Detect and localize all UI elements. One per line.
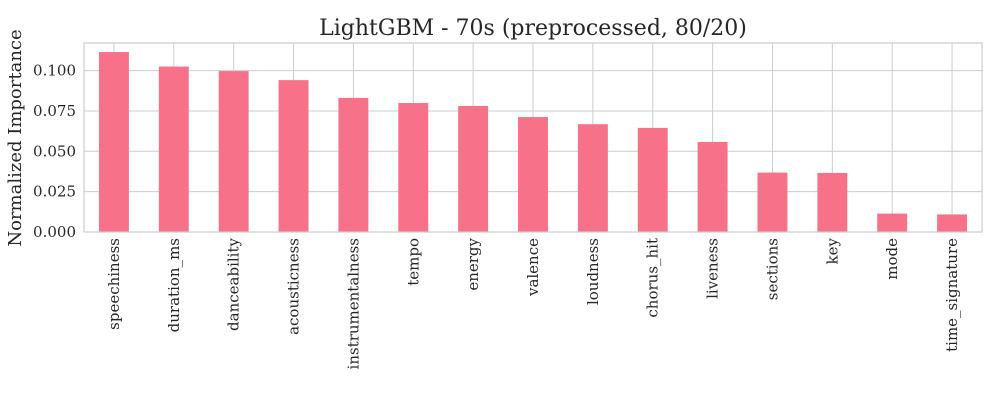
x-tick-label: duration_ms — [165, 238, 183, 332]
bar-mode — [877, 213, 908, 232]
bars — [98, 52, 968, 233]
y-axis-label: Normalized Importance — [5, 29, 26, 246]
y-tick-label: 0.050 — [33, 142, 76, 160]
bar-danceability — [218, 71, 249, 233]
x-tick-label: sections — [763, 238, 781, 300]
bar-time_signature — [937, 214, 968, 232]
bar-energy — [458, 105, 489, 232]
x-tick-label: time_signature — [943, 238, 961, 352]
y-ticks: 0.000 0.025 0.050 0.075 0.100 — [33, 62, 76, 241]
x-tick-label: acousticness — [285, 238, 303, 335]
x-ticks: speechiness duration_ms danceability acoust… — [105, 237, 961, 369]
bar-chorus_hit — [637, 127, 668, 232]
x-tick-label: instrumentalness — [344, 238, 362, 369]
bar-key — [817, 172, 848, 232]
x-tick-label: danceability — [225, 237, 243, 330]
x-tick-label: speechiness — [105, 238, 123, 330]
y-tick-label: 0.100 — [33, 62, 76, 80]
x-tick-label: mode — [883, 238, 901, 280]
chart-title: LightGBM - 70s (preprocessed, 80/20) — [319, 16, 747, 41]
y-tick-label: 0.000 — [33, 223, 76, 241]
bar-tempo — [398, 103, 429, 233]
bar-valence — [518, 117, 548, 232]
x-tick-label: energy — [464, 237, 482, 290]
y-tick-label: 0.025 — [33, 183, 76, 201]
bar-liveness — [697, 141, 728, 232]
bar-sections — [757, 172, 788, 232]
bar-speechiness — [98, 52, 129, 233]
x-tick-label: loudness — [584, 238, 602, 305]
bar-instrumentalness — [338, 97, 369, 232]
x-tick-label: valence — [524, 238, 542, 297]
plot-frame — [83, 42, 983, 233]
x-tick-label: tempo — [404, 238, 422, 286]
x-tick-label: liveness — [704, 238, 722, 299]
y-tick-label: 0.075 — [33, 102, 76, 120]
x-tick-label: key — [823, 237, 841, 264]
x-tick-label: chorus_hit — [644, 238, 662, 318]
bar-acousticness — [278, 80, 309, 232]
bar-loudness — [577, 124, 608, 232]
bar-duration_ms — [158, 66, 189, 232]
